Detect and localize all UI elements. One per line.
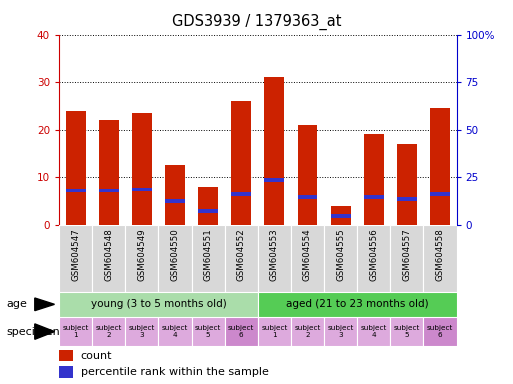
Text: GSM604547: GSM604547 xyxy=(71,228,80,281)
Bar xyxy=(258,292,457,317)
Bar xyxy=(324,225,357,292)
Polygon shape xyxy=(35,298,54,311)
Bar xyxy=(225,317,258,346)
Text: subject
1: subject 1 xyxy=(261,325,287,338)
Text: GSM604550: GSM604550 xyxy=(170,228,180,281)
Bar xyxy=(159,225,191,292)
Bar xyxy=(231,101,251,225)
Bar xyxy=(258,225,291,292)
Bar xyxy=(66,111,86,225)
Bar xyxy=(423,225,457,292)
Bar xyxy=(198,209,218,213)
Bar xyxy=(264,178,284,182)
Text: percentile rank within the sample: percentile rank within the sample xyxy=(81,367,269,377)
Text: GSM604558: GSM604558 xyxy=(436,228,444,281)
Bar xyxy=(98,120,119,225)
Bar xyxy=(92,317,125,346)
Bar xyxy=(264,77,284,225)
Text: subject
5: subject 5 xyxy=(393,325,420,338)
Text: GSM604552: GSM604552 xyxy=(236,228,246,281)
Bar xyxy=(291,225,324,292)
Text: subject
4: subject 4 xyxy=(162,325,188,338)
Text: GSM604549: GSM604549 xyxy=(137,228,146,281)
Bar xyxy=(59,225,92,292)
Text: subject
3: subject 3 xyxy=(327,325,354,338)
Bar xyxy=(66,189,86,192)
Bar xyxy=(198,187,218,225)
Bar xyxy=(231,192,251,196)
Bar xyxy=(92,225,125,292)
Text: subject
5: subject 5 xyxy=(195,325,221,338)
Text: GSM604553: GSM604553 xyxy=(270,228,279,281)
Text: aged (21 to 23 months old): aged (21 to 23 months old) xyxy=(286,299,428,310)
Bar xyxy=(364,134,384,225)
Bar xyxy=(357,317,390,346)
Bar xyxy=(59,350,73,361)
Bar xyxy=(291,317,324,346)
Bar xyxy=(298,125,318,225)
Bar xyxy=(298,195,318,199)
Bar xyxy=(258,317,291,346)
Bar xyxy=(390,225,423,292)
Bar xyxy=(125,225,159,292)
Bar xyxy=(132,113,152,225)
Text: GSM604555: GSM604555 xyxy=(336,228,345,281)
Bar xyxy=(132,187,152,191)
Text: GSM604557: GSM604557 xyxy=(402,228,411,281)
Text: subject
2: subject 2 xyxy=(294,325,321,338)
Bar xyxy=(59,292,258,317)
Bar xyxy=(59,366,73,377)
Text: specimen: specimen xyxy=(7,326,61,337)
Bar xyxy=(165,199,185,203)
Bar xyxy=(324,317,357,346)
Text: GSM604556: GSM604556 xyxy=(369,228,378,281)
Text: GSM604548: GSM604548 xyxy=(104,228,113,281)
Bar xyxy=(165,165,185,225)
Text: GDS3939 / 1379363_at: GDS3939 / 1379363_at xyxy=(172,13,341,30)
Text: subject
6: subject 6 xyxy=(228,325,254,338)
Bar xyxy=(390,317,423,346)
Text: age: age xyxy=(7,299,28,310)
Polygon shape xyxy=(35,324,54,339)
Text: subject
2: subject 2 xyxy=(95,325,122,338)
Bar xyxy=(225,225,258,292)
Bar xyxy=(331,206,350,225)
Text: young (3 to 5 months old): young (3 to 5 months old) xyxy=(90,299,226,310)
Text: subject
3: subject 3 xyxy=(129,325,155,338)
Text: subject
1: subject 1 xyxy=(63,325,89,338)
Text: subject
4: subject 4 xyxy=(361,325,387,338)
Bar xyxy=(423,317,457,346)
Bar xyxy=(331,214,350,217)
Bar xyxy=(397,144,417,225)
Bar xyxy=(357,225,390,292)
Bar xyxy=(98,189,119,192)
Bar xyxy=(59,317,92,346)
Bar xyxy=(430,192,450,196)
Bar xyxy=(397,197,417,201)
Bar xyxy=(159,317,191,346)
Text: GSM604554: GSM604554 xyxy=(303,228,312,281)
Bar xyxy=(191,225,225,292)
Bar xyxy=(191,317,225,346)
Bar xyxy=(364,195,384,199)
Bar xyxy=(125,317,159,346)
Bar xyxy=(430,108,450,225)
Text: subject
6: subject 6 xyxy=(427,325,453,338)
Text: count: count xyxy=(81,351,112,361)
Text: GSM604551: GSM604551 xyxy=(204,228,212,281)
